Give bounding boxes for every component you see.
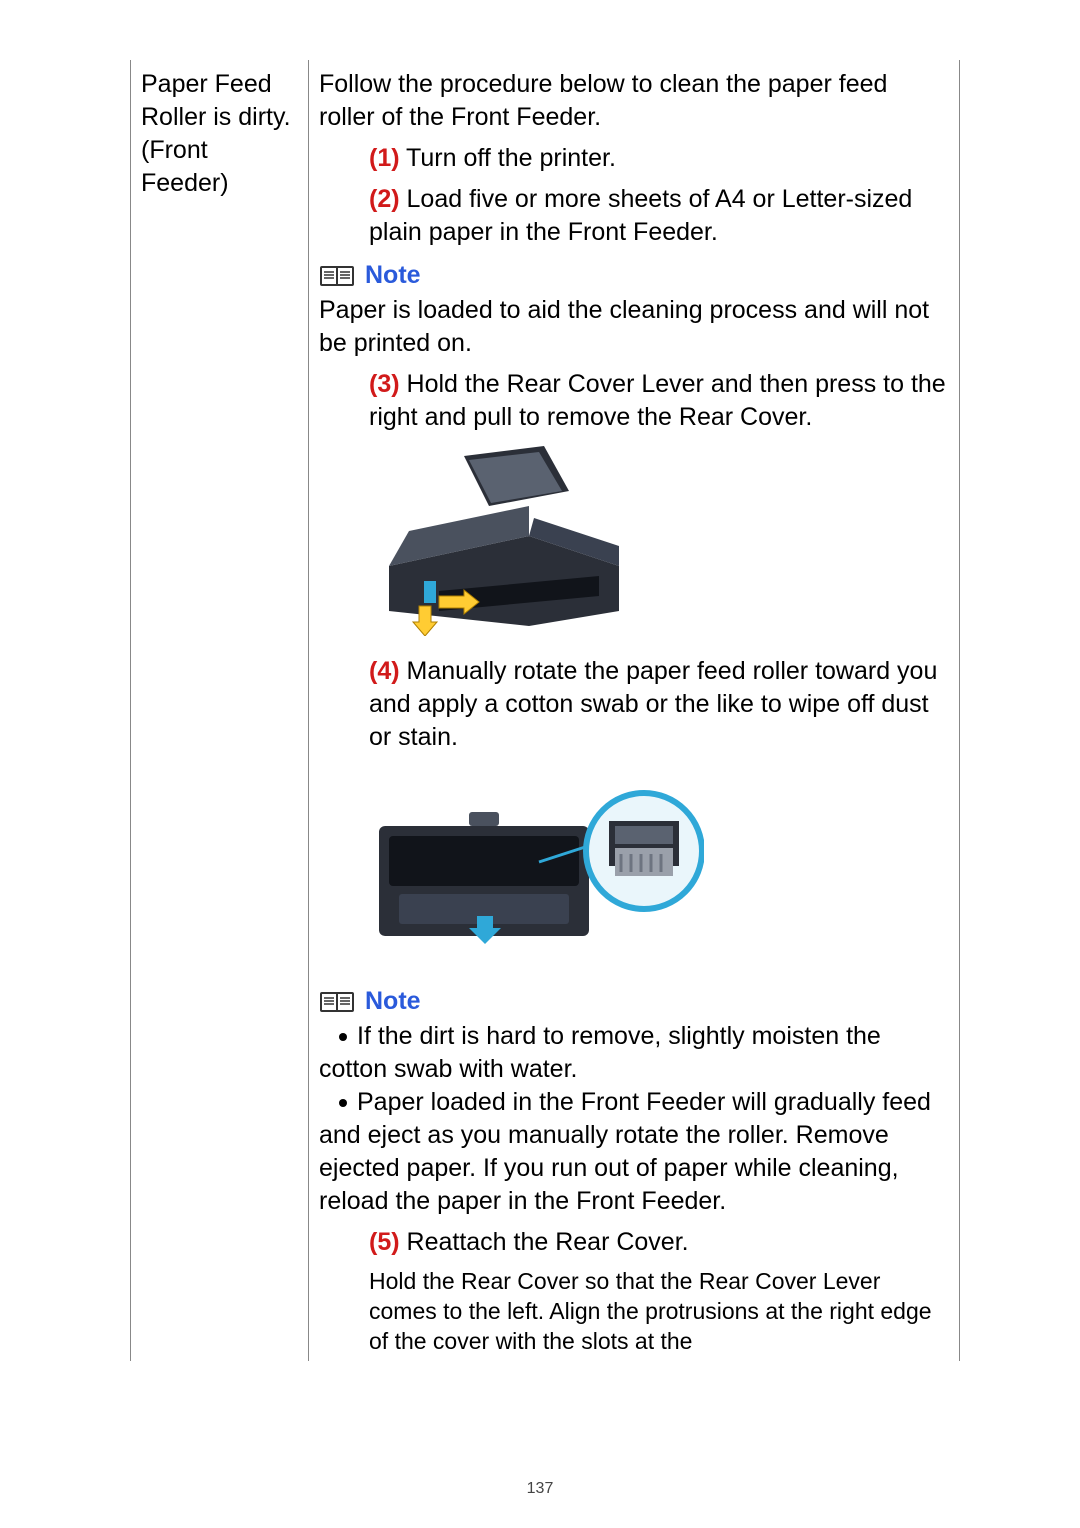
note-2-bullet-2: Paper loaded in the Front Feeder will gr…: [319, 1088, 931, 1215]
step-5-num: (5): [369, 1228, 400, 1256]
bullet-icon: [339, 1033, 347, 1041]
step-1: (1) Turn off the printer.: [369, 142, 949, 175]
left-line4: Feeder): [141, 169, 229, 197]
step-5-text: Reattach the Rear Cover.: [400, 1228, 689, 1256]
step-1-num: (1): [369, 144, 400, 172]
note-1-body: Paper is loaded to aid the cleaning proc…: [319, 294, 949, 360]
intro-text: Follow the procedure below to clean the …: [319, 68, 949, 134]
step-3-num: (3): [369, 370, 400, 398]
note-1-header: Note: [319, 259, 949, 292]
page-number: 137: [0, 1480, 1080, 1498]
step-5-sub: Hold the Rear Cover so that the Rear Cov…: [369, 1267, 949, 1357]
step-4-text: Manually rotate the paper feed roller to…: [369, 657, 937, 751]
book-icon: [319, 989, 355, 1015]
left-line3: (Front: [141, 136, 208, 164]
step-1-text: Turn off the printer.: [400, 144, 616, 172]
step-2-text: Load five or more sheets of A4 or Letter…: [369, 185, 912, 246]
left-line2: Roller is dirty.: [141, 103, 291, 131]
instruction-table: Paper Feed Roller is dirty. (Front Feede…: [130, 60, 960, 1361]
step-4: (4) Manually rotate the paper feed rolle…: [369, 655, 949, 754]
step-2: (2) Load five or more sheets of A4 or Le…: [369, 183, 949, 249]
step-5: (5) Reattach the Rear Cover.: [369, 1226, 949, 1259]
right-cell: Follow the procedure below to clean the …: [309, 60, 960, 1361]
bullet-icon: [339, 1099, 347, 1107]
step-3: (3) Hold the Rear Cover Lever and then p…: [369, 368, 949, 434]
note-2-label: Note: [365, 985, 421, 1018]
note-2-header: Note: [319, 985, 949, 1018]
step-2-num: (2): [369, 185, 400, 213]
note-2-bullet-1: If the dirt is hard to remove, slightly …: [319, 1022, 881, 1083]
book-icon: [319, 263, 355, 289]
step-4-num: (4): [369, 657, 400, 685]
step-3-text: Hold the Rear Cover Lever and then press…: [369, 370, 946, 431]
left-cell: Paper Feed Roller is dirty. (Front Feede…: [131, 60, 309, 1361]
note-1-label: Note: [365, 259, 421, 292]
left-line1: Paper Feed: [141, 70, 272, 98]
figure-2: [369, 766, 949, 975]
figure-1: [369, 446, 949, 645]
note-2-body: If the dirt is hard to remove, slightly …: [319, 1020, 949, 1218]
